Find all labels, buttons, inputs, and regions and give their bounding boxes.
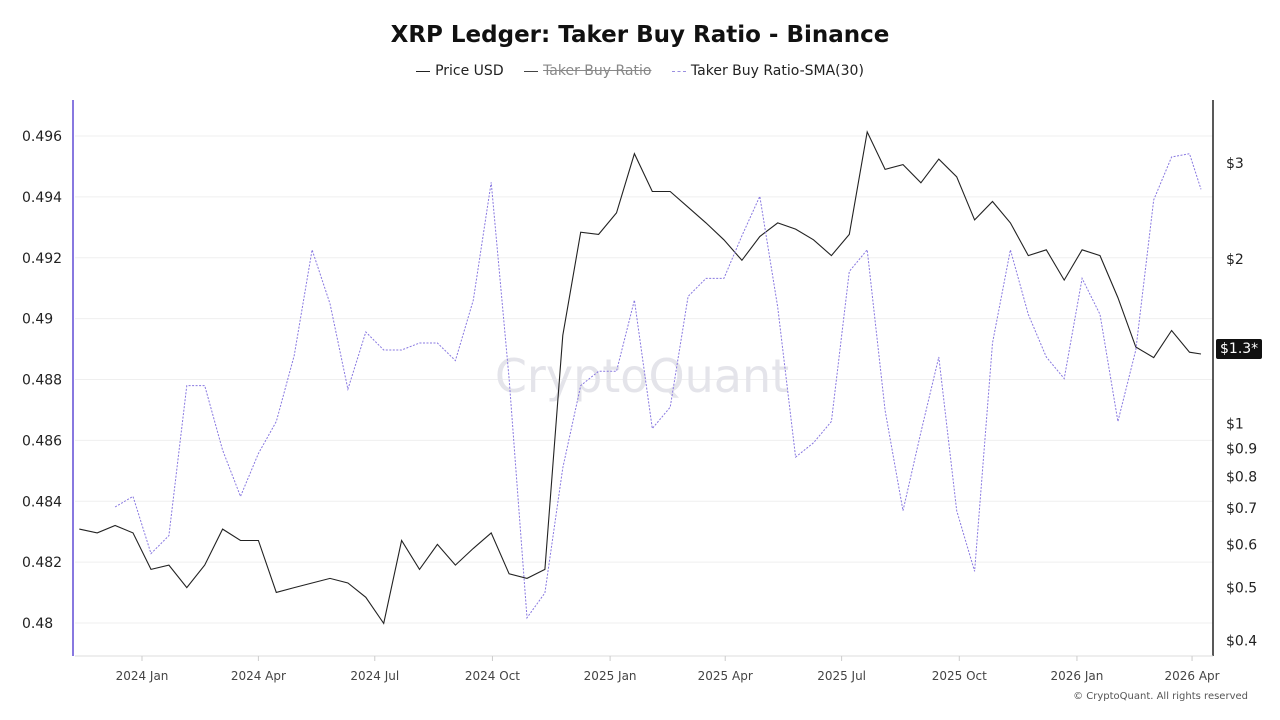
x-tick-label: 2024 Jan [116, 669, 169, 683]
sma-line [114, 153, 1202, 620]
left-tick-label: 0.496 [22, 129, 62, 145]
legend-item-taker-buy-ratio[interactable]: Taker Buy Ratio [524, 63, 651, 79]
right-tick-label: $0.6 [1226, 537, 1257, 553]
left-tick-label: 0.48 [22, 616, 53, 632]
x-tick-label: 2024 Apr [231, 669, 286, 683]
legend-item-sma[interactable]: Taker Buy Ratio-SMA(30) [671, 63, 864, 79]
right-tick-label: $0.4 [1226, 634, 1257, 650]
copyright: © CryptoQuant. All rights reserved [1073, 691, 1248, 702]
x-tick-label: 2026 Apr [1164, 669, 1219, 683]
x-tick-label: 2024 Jul [350, 669, 399, 683]
right-tick-label: $2 [1226, 252, 1244, 268]
x-tick-label: 2024 Oct [465, 669, 520, 683]
legend-item-price[interactable]: Price USD [416, 63, 504, 79]
right-tick-label: $0.9 [1226, 441, 1257, 457]
left-tick-label: 0.488 [22, 373, 62, 389]
x-tick-label: 2025 Oct [932, 669, 987, 683]
left-tick-label: 0.49 [22, 312, 53, 328]
right-axis: $3 $2 $1 $0.9 $0.8 $0.7 $0.6 $0.5 $0.4 [1212, 100, 1257, 656]
left-tick-label: 0.494 [22, 190, 62, 206]
price-usd-line [79, 130, 1202, 625]
legend: Price USD Taker Buy Ratio Taker Buy Rati… [0, 63, 1280, 79]
legend-label-price: Price USD [435, 63, 504, 79]
x-tick-label: 2025 Jul [817, 669, 866, 683]
gridlines [75, 135, 1213, 624]
x-tick-label: 2025 Apr [698, 669, 753, 683]
right-tick-label: $3 [1226, 156, 1244, 172]
legend-label-sma: Taker Buy Ratio-SMA(30) [690, 63, 864, 79]
left-tick-label: 0.492 [22, 251, 62, 267]
right-tick-label: $0.7 [1226, 501, 1257, 517]
legend-swatch-price [416, 70, 431, 72]
chart-title: XRP Ledger: Taker Buy Ratio - Binance [390, 22, 890, 48]
legend-swatch-taker-buy-ratio [524, 70, 539, 72]
left-axis: 0.496 0.494 0.492 0.49 0.488 0.486 0.484 0.482 0… [22, 100, 74, 656]
right-tick-label: $0.8 [1226, 469, 1257, 485]
legend-label-taker-buy-ratio: Taker Buy Ratio [543, 63, 652, 79]
x-tick-label: 2025 Jan [584, 669, 637, 683]
series-lines [79, 130, 1202, 625]
x-axis: 2024 Jan 2024 Apr 2024 Jul 2024 Oct 2025 Jan… [75, 655, 1220, 683]
x-tick-label: 2026 Jan [1051, 669, 1104, 683]
left-tick-label: 0.486 [22, 433, 62, 449]
legend-swatch-sma [671, 70, 686, 72]
left-tick-label: 0.482 [22, 555, 62, 571]
left-tick-label: 0.484 [22, 494, 62, 510]
current-price-label: $1.3* [1216, 339, 1263, 359]
right-tick-label: $1 [1226, 416, 1244, 432]
right-tick-label: $0.5 [1226, 581, 1257, 597]
